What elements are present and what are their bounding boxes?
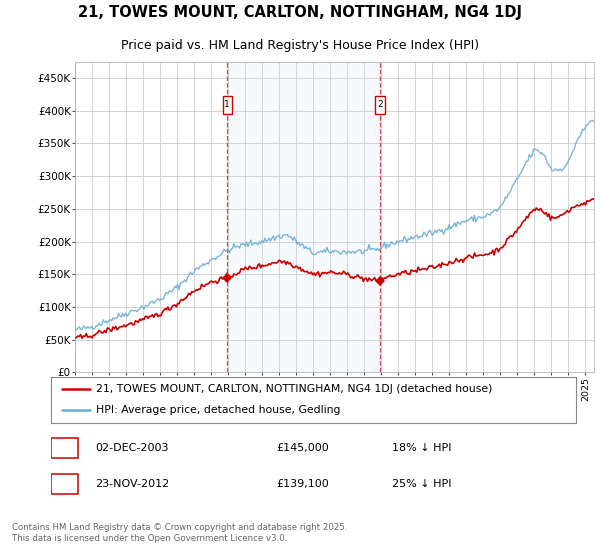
Bar xyxy=(227,62,380,372)
Bar xyxy=(223,96,232,114)
FancyBboxPatch shape xyxy=(51,438,79,458)
Text: 21, TOWES MOUNT, CARLTON, NOTTINGHAM, NG4 1DJ: 21, TOWES MOUNT, CARLTON, NOTTINGHAM, NG… xyxy=(78,6,522,20)
Text: 1: 1 xyxy=(61,443,68,453)
Text: Contains HM Land Registry data © Crown copyright and database right 2025.
This d: Contains HM Land Registry data © Crown c… xyxy=(12,522,347,543)
Text: 02-DEC-2003: 02-DEC-2003 xyxy=(95,443,169,453)
FancyBboxPatch shape xyxy=(51,474,79,494)
Text: 25% ↓ HPI: 25% ↓ HPI xyxy=(392,479,452,489)
Text: 1: 1 xyxy=(224,100,230,109)
Text: 2: 2 xyxy=(377,100,383,109)
Text: HPI: Average price, detached house, Gedling: HPI: Average price, detached house, Gedl… xyxy=(95,405,340,416)
Text: Price paid vs. HM Land Registry's House Price Index (HPI): Price paid vs. HM Land Registry's House … xyxy=(121,39,479,53)
Text: £145,000: £145,000 xyxy=(277,443,329,453)
Text: 23-NOV-2012: 23-NOV-2012 xyxy=(95,479,170,489)
Text: £139,100: £139,100 xyxy=(277,479,329,489)
Bar xyxy=(376,96,385,114)
Text: 21, TOWES MOUNT, CARLTON, NOTTINGHAM, NG4 1DJ (detached house): 21, TOWES MOUNT, CARLTON, NOTTINGHAM, NG… xyxy=(95,384,492,394)
Text: 2: 2 xyxy=(61,479,68,489)
Text: 18% ↓ HPI: 18% ↓ HPI xyxy=(392,443,452,453)
